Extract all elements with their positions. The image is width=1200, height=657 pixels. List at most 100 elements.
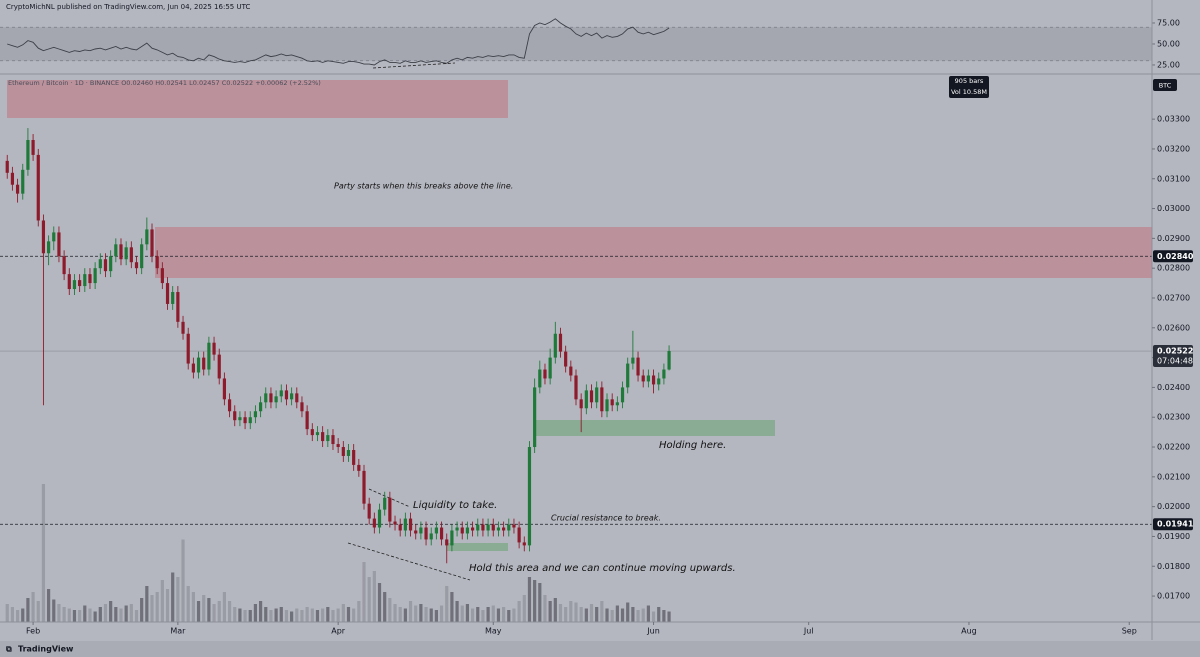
volume-bar [631,607,635,622]
candle-body [150,229,154,257]
volume-bar [481,610,485,622]
volume-bar [21,608,25,622]
annotation: Hold this area and we can continue movin… [469,563,736,574]
volume-bar [476,607,480,622]
volume-bar [486,607,490,622]
volume-bar [165,589,170,622]
volume-bar [140,598,144,622]
candle-body [460,527,464,534]
currency: BTC [1159,82,1172,90]
volume-bar [72,610,77,622]
volume-bar [217,601,221,622]
candle-body [491,524,495,531]
candle-body [502,527,506,531]
volume-bar [574,602,578,622]
y-tick-label: 0.01800 [1157,562,1190,571]
volume-bar [47,589,51,622]
x-tick-label: May [485,627,502,636]
volume-bar [243,610,247,622]
change: +0.00062 (+2.52%) [255,79,321,87]
candle-body [253,411,258,418]
footer-bar [0,641,1200,657]
candle-body [67,274,71,290]
volume-bar [439,605,444,622]
y-tick-label: 0.03200 [1157,144,1190,153]
volume-bar [181,539,185,622]
volume-bar [579,607,583,622]
candle-body [207,342,211,370]
candle-body [362,470,366,504]
candle-body [295,393,299,403]
rsi-tick-label: 75.00 [1157,18,1180,27]
candle-body [657,378,661,385]
candle-body [93,268,97,284]
volume-bar [119,608,123,622]
candle-body [610,399,614,406]
last-price-label: 0.02522 [1157,347,1193,356]
candle-body [584,390,588,409]
rsi-pane: 25.00 50.00 75.00 [0,18,1180,69]
candle-body [300,402,304,412]
volume-bar [15,610,20,622]
candle-body [455,527,459,531]
candle-body [574,375,578,400]
volume-bar [414,605,418,622]
candle-body [10,172,15,185]
candle-body [124,247,128,260]
volume-bar [227,601,232,622]
volume-bar [36,601,40,622]
candle-body [284,390,289,400]
candle-body [434,527,438,534]
candle-body [103,259,108,272]
candle-body [538,369,542,388]
candle-body [388,497,392,522]
volume-bar [305,607,309,622]
x-tick-label: Jun [646,627,660,636]
candle-body [171,292,175,304]
candle-body [243,417,247,424]
y-tick-label: 0.03300 [1157,115,1190,124]
volume-bar [279,607,283,622]
candle-body [626,363,630,388]
candle-body [72,280,77,290]
candle-body [543,369,547,379]
candle-body [383,497,387,510]
volume-bar [109,601,113,622]
y-tick-label: 0.03100 [1157,174,1190,183]
candle-body [202,357,206,370]
candle-body [191,363,195,373]
candle-body [346,450,351,456]
volume-bar [62,607,66,622]
candle-body [631,357,635,364]
volume-bar [470,608,475,622]
info-volume: Vol 10.58M [951,88,987,96]
candle-body [78,280,82,287]
y-tick-label: 0.02800 [1157,264,1190,273]
y-tick-label: 0.02600 [1157,323,1190,332]
candle-body [129,247,133,263]
volume-bar [403,608,407,622]
volume-bar [88,608,92,622]
y-tick-label: 0.02300 [1157,413,1190,422]
price-line-box [1153,518,1193,531]
candle-body [15,184,20,194]
candle-body [321,432,325,442]
volume-bar [455,601,459,622]
candle-body [579,399,583,409]
volume-bar [491,605,495,622]
y-tick-label: 0.02400 [1157,383,1190,392]
ohlc: L0.02457 [189,79,220,87]
candle-body [331,435,335,445]
candles [5,128,671,564]
volume-bar [522,595,526,622]
volume-bar [465,604,470,622]
candle-body [533,387,537,448]
legend: Ethereum / Bitcoin · 1D · BINANCE O0.024… [8,79,321,87]
candle-body [605,399,609,412]
volume-bar [10,607,15,622]
candle-body [357,464,361,471]
candle-body [553,333,557,358]
candle-body [62,256,66,275]
volume-bar [326,607,330,622]
